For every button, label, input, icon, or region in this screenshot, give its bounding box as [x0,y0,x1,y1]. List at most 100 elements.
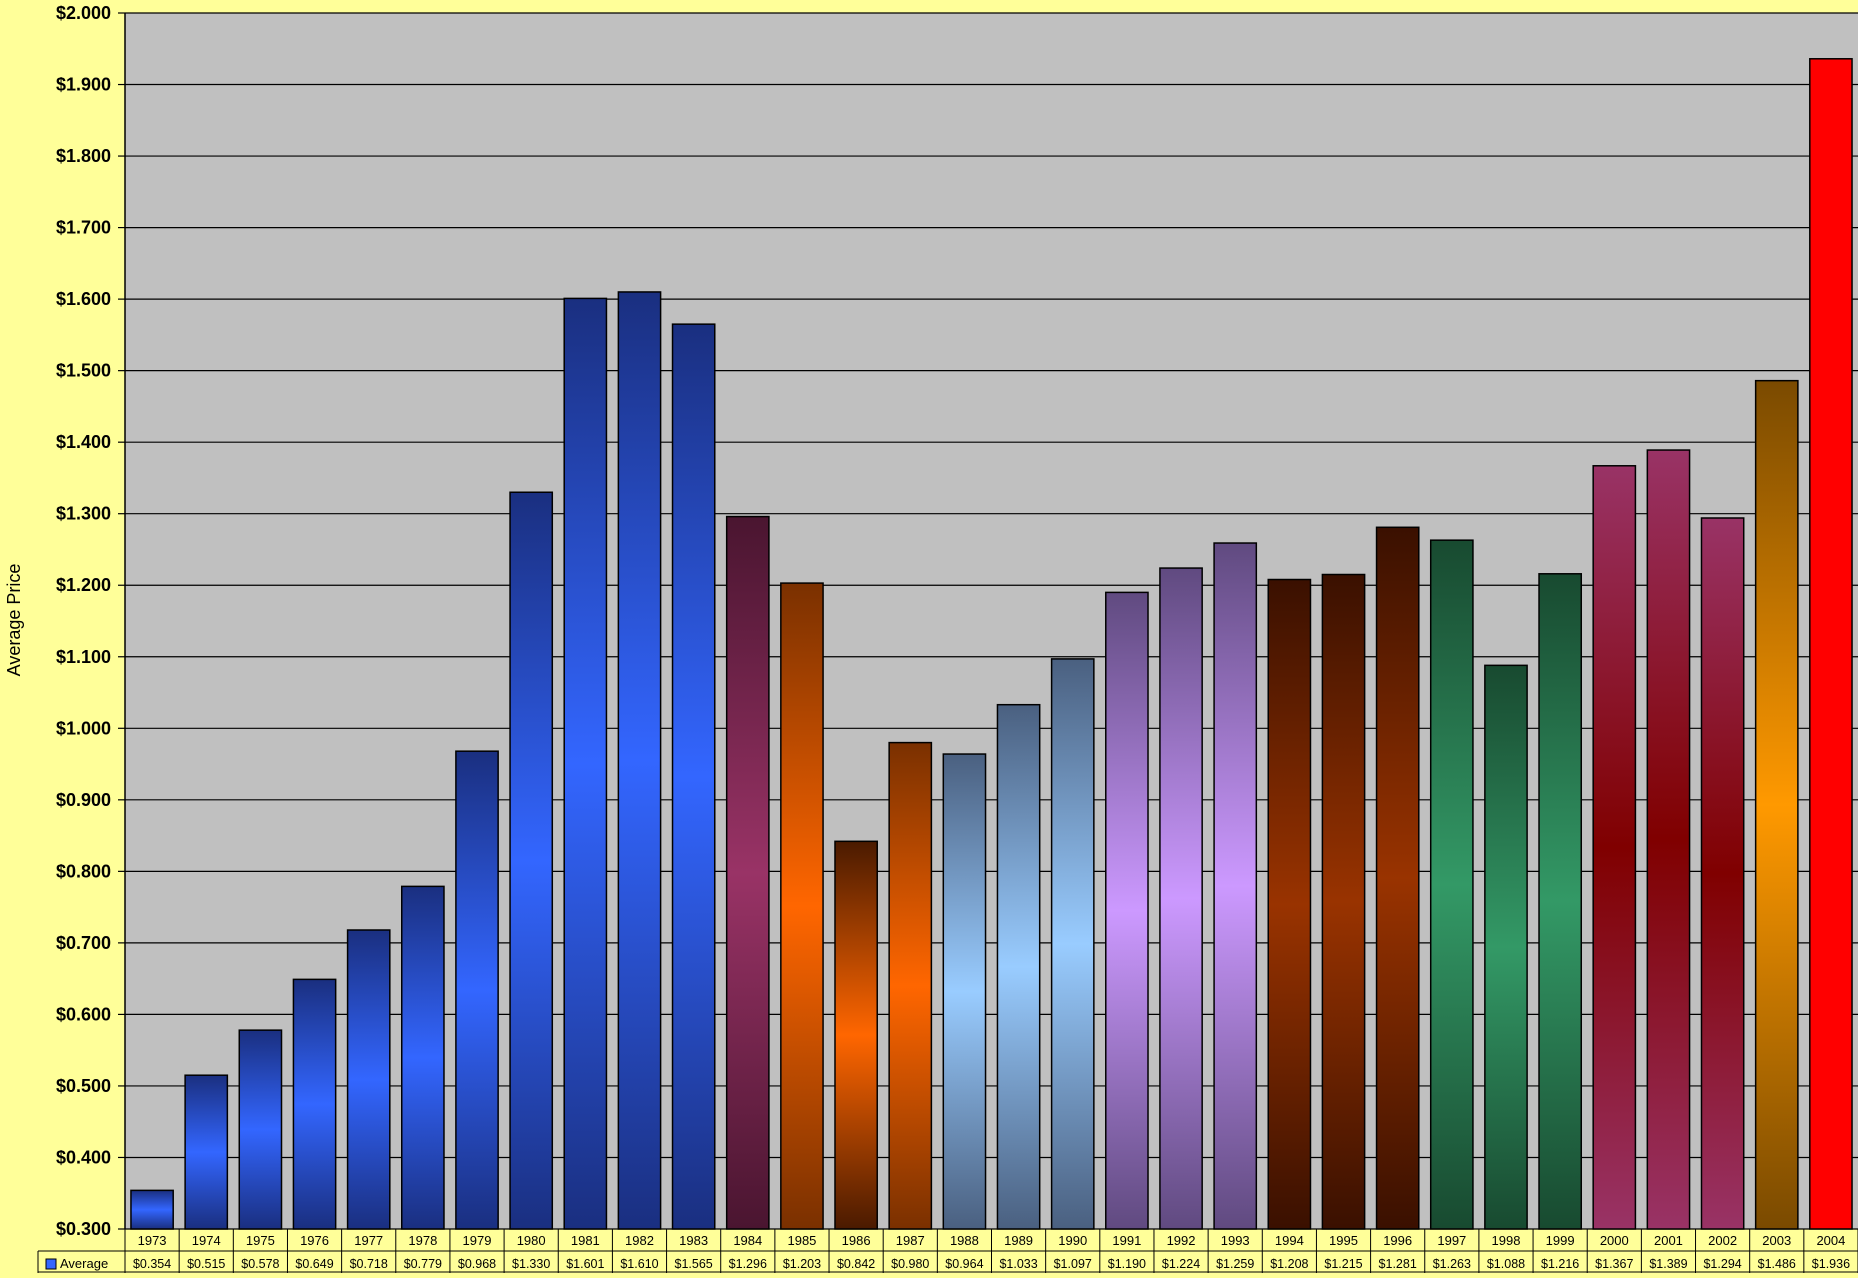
bar-1992 [1159,567,1203,1230]
x-tick-label: 1975 [246,1233,275,1248]
bar-1999 [1538,573,1583,1230]
x-tick-label: 2001 [1654,1233,1683,1248]
data-table-value: $1.601 [566,1257,604,1271]
x-tick-label: 1981 [571,1233,600,1248]
y-axis-ticks: $0.300 $0.400 $0.500 $0.600 $0.700 $0.800 $0.9… [56,3,126,1239]
x-tick-label: 1976 [300,1233,329,1248]
data-table-value: $0.578 [241,1257,279,1271]
bar-1990 [1050,658,1095,1230]
bar-1973 [130,1189,174,1230]
x-tick-label: 1990 [1058,1233,1087,1248]
bar-1989 [996,703,1041,1230]
bar-1974 [184,1074,229,1230]
x-tick-label: 1993 [1221,1233,1250,1248]
data-table-value: $1.610 [620,1257,658,1271]
y-tick-label: $1.200 [56,575,111,595]
data-table-value: $1.088 [1487,1257,1525,1271]
x-tick-label: 1987 [896,1233,925,1248]
y-tick-label: $1.900 [56,75,111,95]
x-tick-label: 1995 [1329,1233,1358,1248]
bar-1977 [346,929,391,1230]
y-tick-label: $0.900 [56,790,111,810]
bar-1978 [400,885,445,1230]
x-tick-label: 2004 [1816,1233,1845,1248]
y-tick-label: $1.100 [56,647,111,667]
x-tick-label: 1998 [1492,1233,1521,1248]
data-table-value: $1.486 [1758,1257,1796,1271]
bar-1981 [563,297,608,1230]
x-tick-label: 1978 [408,1233,437,1248]
x-tick-label: 1996 [1383,1233,1412,1248]
y-tick-label: $0.800 [56,861,111,881]
bar-1980 [509,491,554,1230]
x-tick-label: 1997 [1437,1233,1466,1248]
data-table-value: $1.936 [1812,1257,1850,1271]
data-table-value: $1.296 [729,1257,767,1271]
bar-1976 [292,978,337,1230]
bar-1995 [1321,573,1366,1230]
data-table-value: $1.259 [1216,1257,1254,1271]
data-table-value: $1.263 [1433,1257,1471,1271]
x-tick-label: 1992 [1167,1233,1196,1248]
data-table-value: $1.330 [512,1257,550,1271]
bar-1993 [1213,542,1258,1230]
x-tick-label: 1977 [354,1233,383,1248]
legend-key [45,1258,57,1270]
y-tick-label: $1.700 [56,218,111,238]
data-table-value: $1.294 [1703,1257,1741,1271]
bar-1984 [725,515,770,1230]
bar-1979 [455,750,499,1230]
data-table: Average 1973 $0.354 1974 $0.515 1975 $0.578 197… [37,1229,1858,1273]
y-tick-label: $1.400 [56,432,111,452]
data-table-value: $0.515 [187,1257,225,1271]
y-tick-label: $0.600 [56,1004,111,1024]
x-tick-label: 1973 [138,1233,167,1248]
bar-2000 [1592,465,1637,1230]
x-tick-label: 1984 [733,1233,762,1248]
data-table-value: $0.842 [837,1257,875,1271]
x-tick-label: 1982 [625,1233,654,1248]
data-table-value: $0.354 [133,1257,171,1271]
data-table-value: $1.097 [1054,1257,1092,1271]
y-tick-label: $0.300 [56,1219,111,1239]
bar-1985 [780,582,824,1230]
data-table-value: $0.718 [350,1257,388,1271]
x-tick-label: 1979 [463,1233,492,1248]
x-tick-label: 1999 [1546,1233,1575,1248]
data-table-value: $1.190 [1108,1257,1146,1271]
data-table-value: $1.389 [1649,1257,1687,1271]
x-tick-label: 1985 [787,1233,816,1248]
data-table-value: $1.281 [1379,1257,1417,1271]
bar-1975 [238,1029,283,1230]
y-tick-label: $0.400 [56,1147,111,1167]
y-tick-label: $1.600 [56,289,111,309]
bar-1983 [671,323,716,1230]
data-table-value: $1.033 [999,1257,1037,1271]
x-tick-label: 2002 [1708,1233,1737,1248]
data-table-value: $0.964 [945,1257,983,1271]
bar-1991 [1105,591,1149,1230]
data-table-value: $1.367 [1595,1257,1633,1271]
y-tick-label: $1.000 [56,718,111,738]
x-tick-label: 1980 [517,1233,546,1248]
x-tick-label: 1989 [1004,1233,1033,1248]
data-table-value: $0.980 [891,1257,929,1271]
x-tick-label: 2000 [1600,1233,1629,1248]
x-tick-label: 1988 [950,1233,979,1248]
bar-1996 [1375,526,1420,1230]
bar-2002 [1700,517,1745,1230]
bar-1988 [942,753,987,1230]
bar-1998 [1484,664,1528,1230]
y-axis-label: Average Price [4,564,24,677]
y-tick-label: $0.500 [56,1076,111,1096]
data-table-value: $1.203 [783,1257,821,1271]
y-tick-label: $1.800 [56,146,111,166]
bar-1994 [1267,578,1312,1230]
x-tick-label: 1974 [192,1233,221,1248]
data-table-value: $1.565 [675,1257,713,1271]
y-tick-label: $0.700 [56,933,111,953]
x-tick-label: 2003 [1762,1233,1791,1248]
x-tick-label: 1983 [679,1233,708,1248]
